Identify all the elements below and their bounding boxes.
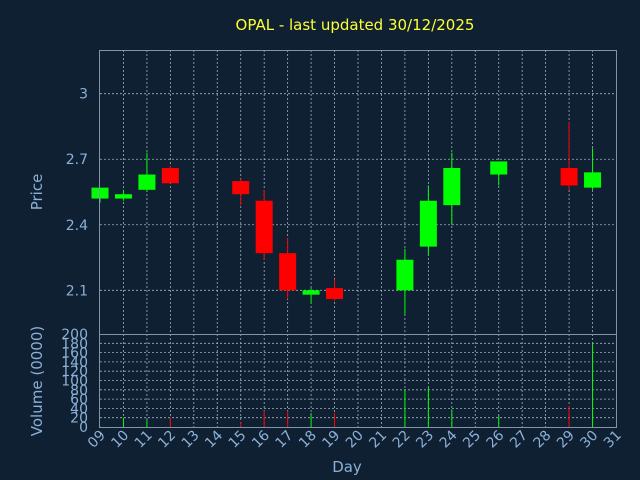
chart-title: OPAL - last updated 30/12/2025 [236, 16, 475, 34]
volume-y-tick-label: 40 [70, 401, 88, 417]
price-y-tick-label: 2.7 [66, 152, 88, 168]
volume-y-tick-label: 160 [61, 346, 88, 362]
volume-panel-frame [99, 334, 617, 428]
candle-body [560, 167, 578, 186]
x-tick-label: 25 [460, 428, 484, 452]
x-tick-label: 19 [319, 428, 343, 452]
price-grid [100, 50, 616, 334]
volume-y-tick-label: 20 [70, 411, 88, 427]
candle-body [255, 200, 273, 254]
x-tick-label: 16 [249, 427, 273, 451]
candle-body [302, 290, 320, 295]
x-axis-label: Day [332, 458, 362, 476]
x-tick-label: 26 [484, 427, 508, 451]
volume-grid [100, 334, 616, 427]
volume-y-tick-label: 80 [70, 383, 88, 399]
x-tick-label: 10 [108, 428, 132, 452]
x-tick-label: 24 [437, 427, 461, 451]
candle-body [114, 194, 132, 199]
x-tick-label: 11 [132, 428, 156, 452]
candle-body [490, 161, 508, 175]
price-candles [91, 122, 602, 315]
x-tick-label: 23 [413, 428, 437, 452]
x-tick-label: 29 [554, 428, 578, 452]
candle-body [443, 167, 461, 206]
price-y-ticks: 2.1 2.4 2.7 3 [66, 87, 88, 300]
candle-body [584, 172, 602, 188]
x-tick-label: 14 [202, 427, 226, 451]
x-tick-label: 28 [531, 428, 555, 452]
volume-y-tick-label: 140 [61, 355, 88, 371]
x-tick-label: 22 [390, 428, 414, 452]
candle-body [232, 181, 250, 195]
x-tick-label: 18 [296, 428, 320, 452]
x-tick-label: 21 [366, 428, 390, 452]
volume-y-tick-label: 0 [79, 420, 88, 436]
volume-axis-label: Volume (0000) [28, 326, 46, 436]
volume-bars [99, 343, 594, 427]
candle-body [396, 259, 414, 291]
x-tick-label: 09 [85, 428, 109, 452]
price-y-tick-label: 3 [79, 87, 88, 103]
x-tick-label: 31 [601, 428, 625, 452]
volume-y-tick-label: 180 [61, 336, 88, 352]
volume-y-tick-label: 100 [61, 374, 88, 390]
candle-body [419, 200, 437, 247]
price-axis-label: Price [28, 174, 46, 211]
price-y-tick-label: 2.1 [66, 283, 88, 299]
candle-body [161, 167, 179, 184]
x-tick-label: 27 [507, 428, 531, 452]
volume-y-tick-label: 120 [61, 364, 88, 380]
x-ticks: 09 10 11 12 13 14 15 16 17 18 19 20 21 22 23 24 25 26 27 28… [85, 427, 625, 451]
candle-body [326, 288, 344, 300]
volume-y-tick-label: 200 [61, 327, 88, 343]
x-tick-label: 17 [273, 428, 297, 452]
x-tick-label: 13 [179, 428, 203, 452]
price-y-tick-label: 2.4 [66, 218, 88, 234]
x-tick-label: 20 [343, 428, 367, 452]
candle-body [138, 174, 156, 190]
x-tick-label: 30 [577, 428, 601, 452]
x-tick-label: 15 [226, 428, 250, 452]
x-tick-label: 12 [155, 428, 179, 452]
candle-body [279, 253, 297, 291]
volume-y-tick-label: 60 [70, 392, 88, 408]
